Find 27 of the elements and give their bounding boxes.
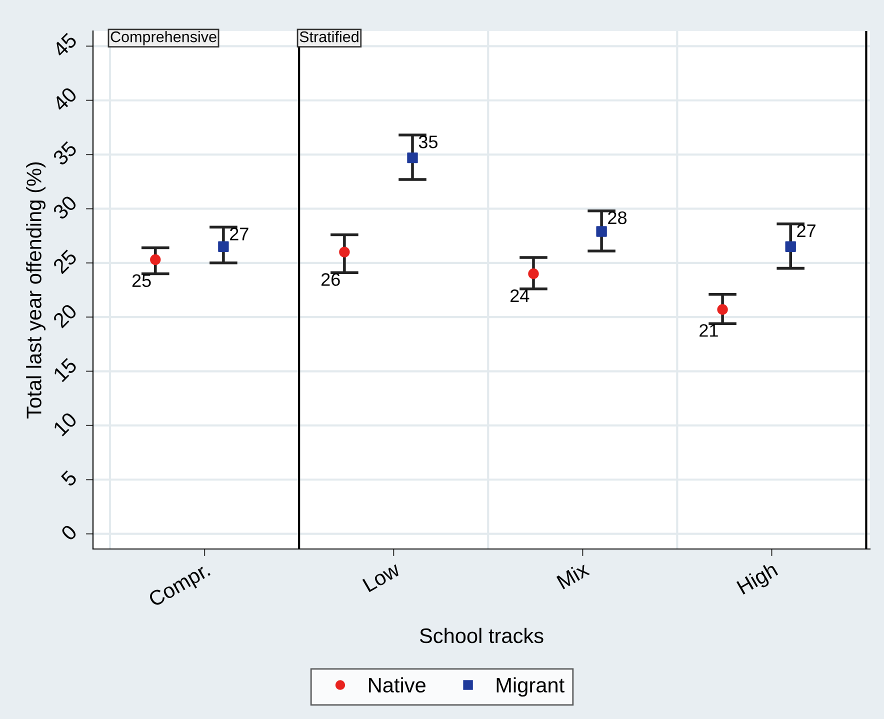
y-tick-label: 40: [52, 86, 78, 112]
data-label: 26: [321, 273, 340, 286]
x-tick-label: High: [736, 561, 780, 598]
data-label: 27: [797, 224, 816, 237]
y-axis-title: Total last year offending (%): [26, 162, 46, 418]
data-label: 21: [700, 324, 718, 337]
legend-label: Migrant: [496, 677, 564, 697]
y-tick-label: 30: [52, 194, 78, 220]
x-tick-label: Low: [362, 561, 402, 592]
x-tick-label: Mix: [556, 560, 590, 590]
y-tick-label: 25: [52, 248, 78, 274]
y-tick-label: 35: [52, 140, 78, 166]
y-tick-label: 0: [60, 524, 78, 542]
y-tick-label: 15: [52, 357, 78, 382]
x-axis-title: School tracks: [420, 628, 544, 644]
data-label: 24: [510, 289, 530, 302]
annotation: Comprehensive: [110, 31, 216, 46]
data-label: 27: [230, 228, 248, 240]
annotation: Stratified: [300, 31, 358, 42]
data-label: 35: [418, 136, 438, 148]
data-label: 28: [608, 211, 627, 224]
y-tick-label: 20: [52, 302, 78, 328]
legend-label: Native: [369, 677, 426, 693]
y-tick-label: 45: [52, 32, 78, 58]
y-tick-label: 5: [60, 470, 78, 488]
data-label: 25: [132, 274, 151, 288]
y-tick-label: 10: [52, 411, 78, 436]
